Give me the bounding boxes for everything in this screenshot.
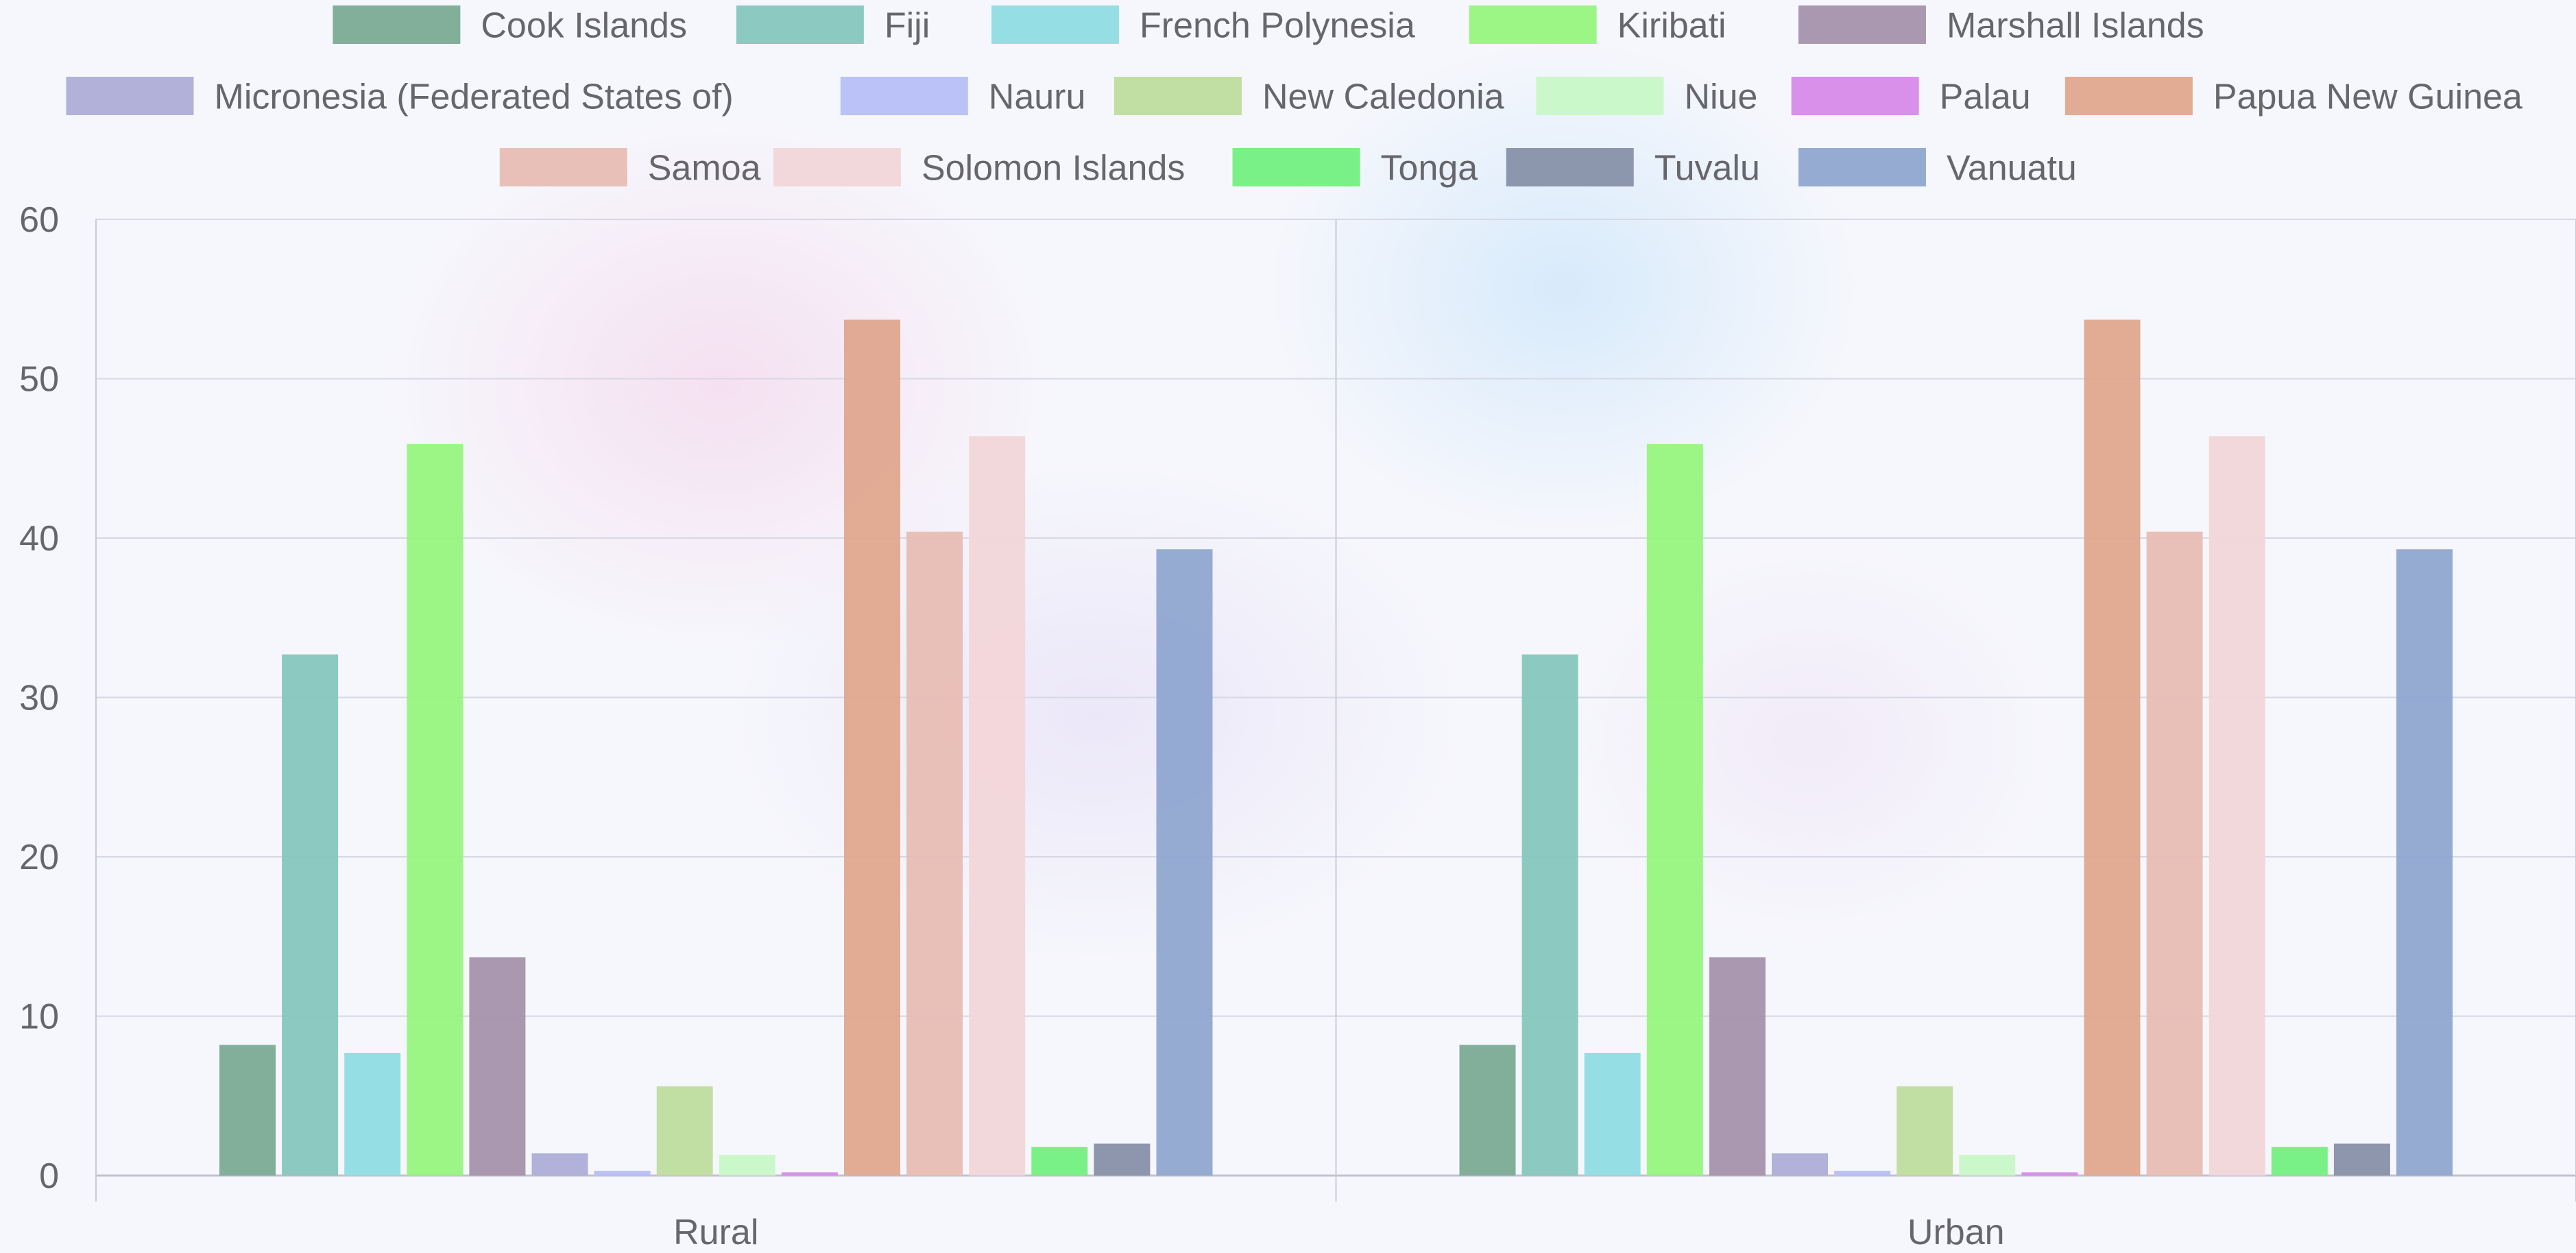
bar-rural-niue[interactable] (719, 1154, 775, 1176)
legend-label: French Polynesia (1140, 6, 1415, 46)
bar-rural-fiji[interactable] (282, 654, 339, 1176)
legend-item-solomon-islands[interactable]: Solomon Islands (773, 148, 1185, 188)
y-tick-label: 10 (19, 997, 59, 1037)
bar-urban-papua-new-guinea[interactable] (2084, 319, 2141, 1176)
legend-label: Tonga (1381, 149, 1478, 188)
grid (95, 219, 2576, 1202)
bar-rural-tonga[interactable] (1031, 1147, 1088, 1176)
bar-urban-tonga[interactable] (2271, 1147, 2328, 1176)
legend-item-palau[interactable]: Palau (1791, 77, 2031, 117)
legend-label: Tuvalu (1654, 149, 1760, 188)
legend-item-marshall-islands[interactable]: Marshall Islands (1798, 5, 2204, 46)
bars (219, 319, 2453, 1176)
bar-rural-papua-new-guinea[interactable] (844, 319, 900, 1176)
bar-urban-kiribati[interactable] (1646, 443, 1703, 1176)
legend-item-micronesia-federated-states-of[interactable]: Micronesia (Federated States of) (66, 77, 734, 117)
legend-label: Vanuatu (1947, 149, 2077, 188)
bar-rural-kiribati[interactable] (407, 443, 464, 1176)
bar-rural-cook-islands[interactable] (219, 1045, 276, 1176)
legend-swatch (333, 5, 461, 44)
legend-swatch (736, 5, 864, 44)
legend-swatch (66, 77, 194, 115)
legend-swatch (773, 148, 901, 186)
bar-rural-marshall-islands[interactable] (469, 957, 526, 1176)
legend-swatch (1798, 5, 1926, 44)
legend-swatch (499, 148, 627, 186)
bar-urban-nauru[interactable] (1834, 1171, 1891, 1176)
legend-label: Micronesia (Federated States of) (215, 77, 734, 117)
bar-urban-micronesia-federated-states-of[interactable] (1772, 1153, 1828, 1176)
legend-swatch (1536, 77, 1664, 115)
y-tick-label: 40 (19, 519, 59, 559)
legend-swatch (1469, 5, 1597, 44)
legend-item-french-polynesia[interactable]: French Polynesia (991, 5, 1415, 46)
y-tick-label: 20 (19, 838, 59, 877)
legend-item-papua-new-guinea[interactable]: Papua New Guinea (2065, 77, 2523, 117)
legend-item-vanuatu[interactable]: Vanuatu (1798, 148, 2077, 188)
bar-urban-vanuatu[interactable] (2396, 549, 2453, 1176)
x-tick-label: Urban (1907, 1213, 2005, 1252)
bar-urban-samoa[interactable] (2146, 531, 2203, 1176)
legend-item-tonga[interactable]: Tonga (1232, 148, 1478, 188)
legend-swatch (1506, 148, 1634, 186)
legend-item-kiribati[interactable]: Kiribati (1469, 5, 1726, 46)
axes: 0 10 20 30 40 50 60 Rural Urban (19, 200, 2004, 1252)
bar-urban-solomon-islands[interactable] (2208, 436, 2265, 1176)
legend-swatch (1791, 77, 1919, 115)
bar-urban-fiji[interactable] (1521, 654, 1578, 1176)
legend-label: Cook Islands (481, 6, 687, 46)
legend-swatch (1114, 77, 1242, 115)
legend-label: Kiribati (1617, 6, 1726, 46)
legend-swatch (1232, 148, 1360, 186)
y-tick-label: 50 (19, 360, 59, 400)
legend-label: Papua New Guinea (2213, 77, 2523, 117)
legend-label: Nauru (989, 77, 1086, 117)
bar-rural-palau[interactable] (781, 1172, 838, 1176)
y-tick-label: 60 (19, 200, 59, 240)
legend-swatch (991, 5, 1120, 44)
legend: Cook Islands Fiji French Polynesia Kiribati… (66, 5, 2523, 188)
legend-label: Palau (1940, 77, 2031, 117)
bar-rural-samoa[interactable] (906, 531, 963, 1176)
legend-item-nauru[interactable]: Nauru (840, 77, 1086, 117)
legend-label: Marshall Islands (1947, 6, 2204, 46)
bar-urban-cook-islands[interactable] (1459, 1045, 1516, 1176)
legend-swatch (840, 77, 968, 115)
bar-urban-tuvalu[interactable] (2333, 1143, 2390, 1176)
y-tick-label: 30 (19, 679, 59, 718)
bar-urban-palau[interactable] (2021, 1172, 2078, 1176)
x-tick-label: Rural (673, 1213, 758, 1252)
legend-label: Fiji (884, 6, 930, 46)
bar-rural-vanuatu[interactable] (1156, 549, 1213, 1176)
bar-urban-niue[interactable] (1959, 1154, 2016, 1176)
bar-rural-tuvalu[interactable] (1094, 1143, 1151, 1176)
legend-label: Solomon Islands (922, 149, 1185, 188)
legend-item-new-caledonia[interactable]: New Caledonia (1114, 77, 1504, 117)
legend-label: Samoa (648, 149, 761, 188)
legend-swatch (2065, 77, 2193, 115)
bar-rural-micronesia-federated-states-of[interactable] (531, 1153, 588, 1176)
y-tick-label: 0 (39, 1156, 59, 1196)
bar-urban-new-caledonia[interactable] (1897, 1086, 1953, 1176)
legend-swatch (1798, 148, 1926, 186)
bar-urban-marshall-islands[interactable] (1709, 957, 1766, 1176)
bar-urban-french-polynesia[interactable] (1584, 1052, 1641, 1176)
legend-item-fiji[interactable]: Fiji (736, 5, 930, 46)
bar-rural-solomon-islands[interactable] (969, 436, 1026, 1176)
bar-rural-nauru[interactable] (594, 1171, 651, 1176)
legend-label: Niue (1685, 77, 1758, 117)
legend-item-cook-islands[interactable]: Cook Islands (333, 5, 687, 46)
legend-item-tuvalu[interactable]: Tuvalu (1506, 148, 1760, 188)
legend-item-niue[interactable]: Niue (1536, 77, 1758, 117)
legend-label: New Caledonia (1262, 77, 1504, 117)
bar-rural-french-polynesia[interactable] (344, 1052, 401, 1176)
bar-rural-new-caledonia[interactable] (656, 1086, 713, 1176)
legend-item-samoa[interactable]: Samoa (499, 148, 761, 188)
